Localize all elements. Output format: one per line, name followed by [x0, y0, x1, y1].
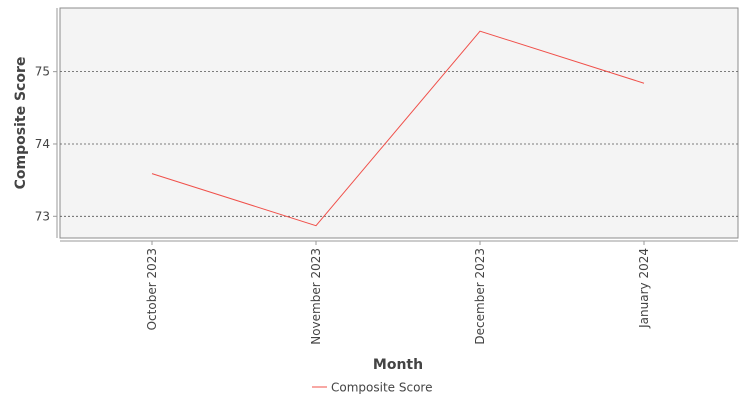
x-tick-label: December 2023 [473, 248, 487, 345]
gridlines [60, 71, 738, 217]
y-tick-label: 74 [35, 137, 50, 151]
plot-area [56, 7, 739, 242]
x-tick-label: October 2023 [145, 248, 159, 330]
x-axis-title: Month [373, 357, 423, 373]
series-layer [151, 30, 645, 227]
x-tick-label: January 2024 [637, 248, 651, 329]
y-tick-label: 75 [35, 65, 50, 79]
plot-background [59, 7, 739, 239]
series-line [151, 30, 645, 227]
legend: Composite Score [312, 381, 432, 395]
x-tick-label: November 2023 [309, 248, 323, 345]
y-axis: 73 74 75 [35, 65, 57, 223]
legend-label: Composite Score [331, 381, 432, 395]
y-tick-label: 73 [35, 209, 50, 223]
x-axis: October 2023 November 2023 December 2023 Ja… [145, 241, 651, 345]
y-axis-title: Composite Score [13, 57, 29, 190]
